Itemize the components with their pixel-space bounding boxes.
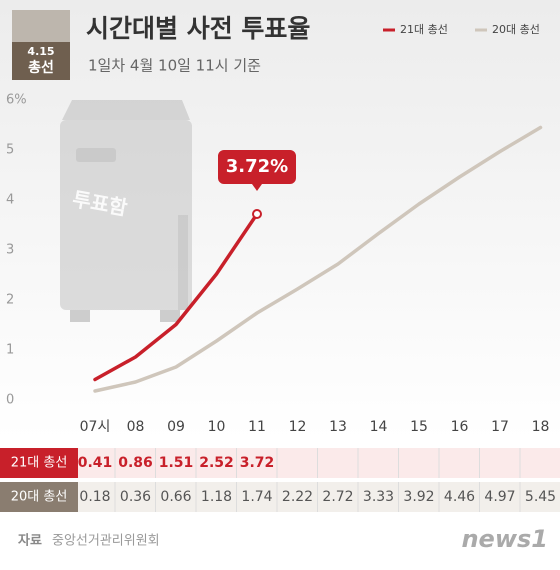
legend-label: 21대 총선 (400, 23, 448, 36)
badge-date: 4.15 (27, 45, 54, 58)
x-tick-label: 11 (248, 419, 266, 435)
x-tick-label: 15 (410, 419, 428, 435)
row-bg (0, 482, 560, 512)
table-cell: 1.18 (201, 489, 232, 505)
chart-title: 시간대별 사전 투표율 (86, 14, 310, 43)
row-header: 20대 총선 (11, 490, 68, 505)
x-tick-label: 14 (370, 419, 388, 435)
x-tick-label: 08 (127, 419, 145, 435)
table-cell: 4.46 (444, 489, 475, 505)
x-tick-label: 13 (329, 419, 347, 435)
legend-label: 20대 총선 (492, 23, 540, 36)
row-header-bg (0, 482, 78, 512)
table-cell: 2.22 (282, 489, 313, 505)
y-tick-label: 2 (6, 293, 14, 308)
value-label: 3.72% (226, 156, 288, 177)
table-cell: 5.45 (525, 489, 556, 505)
logo: news1 (461, 525, 548, 553)
callout-box (218, 150, 296, 191)
source: 중앙선거관리위원회 (52, 534, 160, 549)
end-marker (252, 209, 262, 219)
table-cell: 1.51 (159, 455, 194, 471)
row-header-bg (0, 448, 78, 478)
badge-bottom (12, 42, 70, 80)
badge-top (12, 10, 70, 42)
table-cell: 0.66 (160, 489, 191, 505)
badge-label: 총선 (28, 60, 54, 76)
x-tick-label: 16 (451, 419, 469, 435)
x-tick-label: 09 (167, 419, 185, 435)
source-label: 자료 (18, 534, 42, 549)
x-tick-label: 17 (491, 419, 509, 435)
table-cell: 2.52 (199, 455, 234, 471)
table-cell: 0.86 (118, 455, 153, 471)
table-cell: 0.41 (78, 455, 113, 471)
x-tick-label: 10 (208, 419, 226, 435)
chart-subtitle: 1일차 4월 10일 11시 기준 (88, 57, 261, 75)
series-line (93, 125, 543, 393)
row-header: 21대 총선 (11, 456, 68, 471)
table-cell: 0.36 (120, 489, 151, 505)
row-bg (0, 448, 560, 478)
x-tick-label: 18 (532, 419, 550, 435)
y-tick-label: 4 (6, 193, 14, 208)
ballot-box: 투표함 (60, 100, 192, 322)
table-cell: 1.74 (241, 489, 272, 505)
table-cell: 2.72 (322, 489, 353, 505)
table-cell: 3.92 (403, 489, 434, 505)
y-tick-label: 3 (6, 243, 14, 258)
table-cell: 3.33 (363, 489, 394, 505)
table-cell: 0.18 (79, 489, 110, 505)
y-tick-label: 1 (6, 343, 14, 358)
x-tick-label: 07시 (80, 419, 111, 435)
x-tick-label: 12 (289, 419, 307, 435)
table-cell: 4.97 (484, 489, 515, 505)
y-tick-label: 0 (6, 393, 14, 408)
series-line (93, 212, 259, 382)
y-tick-label: 5 (6, 143, 14, 158)
y-tick-label: 6% (6, 93, 27, 108)
table-cell: 3.72 (240, 455, 275, 471)
badge: 4.15 총선 (12, 10, 70, 80)
